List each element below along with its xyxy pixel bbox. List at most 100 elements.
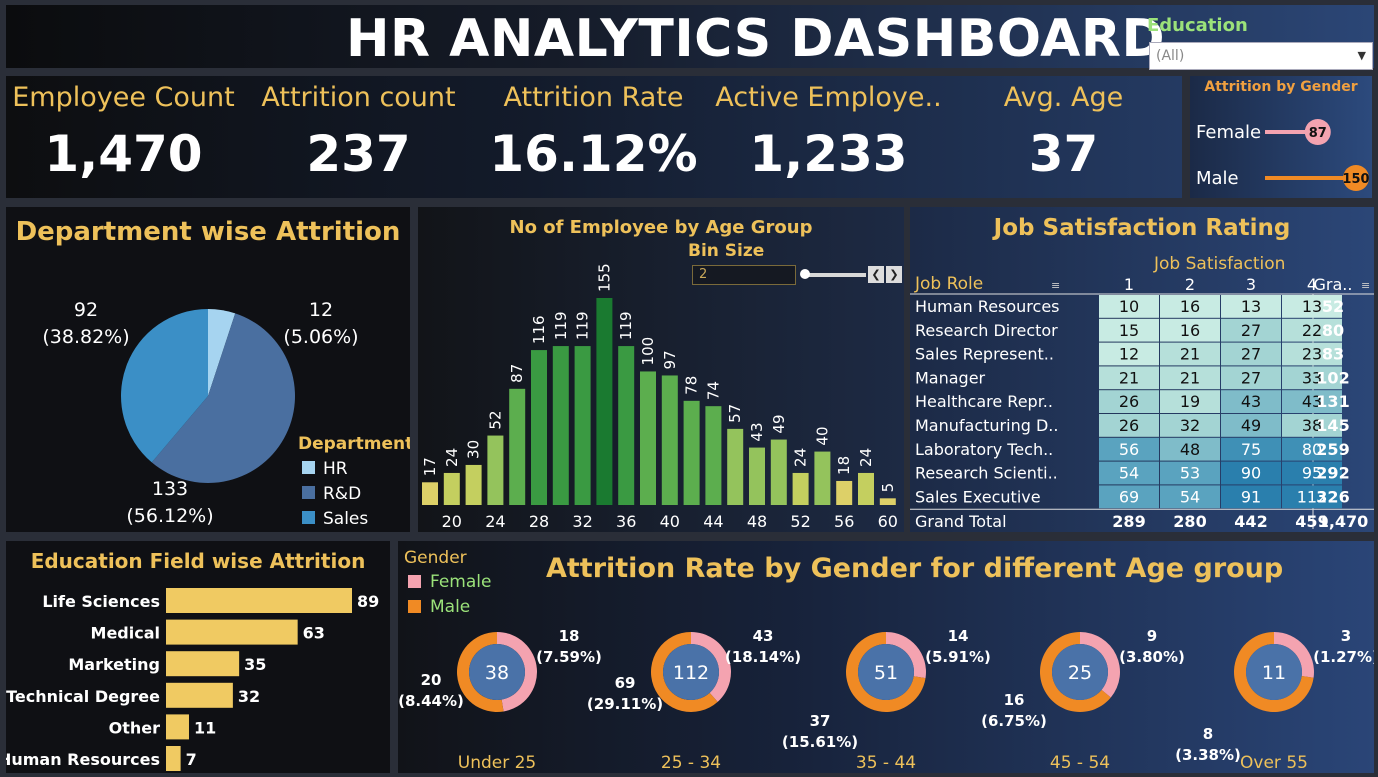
chevron-down-icon[interactable]: ▼: [1357, 49, 1366, 62]
bin-size-slider[interactable]: [802, 273, 866, 277]
heatmap-value: 21: [1180, 368, 1200, 387]
heatmap-cell: [1160, 437, 1220, 461]
heatmap-cell: [1282, 437, 1342, 461]
donut-male-segment: [651, 632, 718, 712]
age-tick-label: 36: [616, 512, 636, 531]
male-count-label: 8: [1203, 725, 1213, 743]
legend-title: Department: [298, 434, 410, 454]
heatmap-value: 49: [1241, 416, 1261, 435]
age-tick-label: 44: [703, 512, 723, 531]
gender-label: Female: [1196, 122, 1261, 143]
heatmap-value: 112: [1297, 487, 1328, 506]
age-tick-label: 40: [660, 512, 680, 531]
heatmap-cell: [1160, 414, 1220, 437]
age-tick-label: 52: [790, 512, 810, 531]
row-total: 80: [1322, 321, 1344, 340]
age-gender-panel: Attrition Rate by Gender for different A…: [398, 541, 1374, 773]
male-count-label: 20: [421, 671, 442, 689]
job-role-label: Laboratory Tech..: [915, 440, 1053, 459]
grand-total-value: 459: [1295, 512, 1328, 531]
donut-female-segment: [1080, 632, 1120, 698]
gender-lollipop-chart[interactable]: Female 87 Male 150: [1190, 76, 1372, 198]
heatmap-cell: [1282, 342, 1342, 366]
slider-handle[interactable]: [800, 269, 810, 279]
age-bar: [705, 406, 722, 505]
grand-total-overall: 1,470: [1318, 512, 1369, 531]
education-field-bar: [166, 682, 233, 708]
age-tick-label: 20: [442, 512, 462, 531]
row-total: 102: [1316, 368, 1349, 387]
heatmap-value: 33: [1302, 368, 1322, 387]
age-bar-label: 74: [704, 381, 722, 400]
heatmap-value: 13: [1241, 297, 1261, 316]
grand-total-value: 280: [1173, 512, 1206, 531]
heatmap-cell: [1282, 461, 1342, 485]
education-field-label: Life Sciences: [42, 592, 160, 611]
sort-icon: ≡: [1051, 279, 1060, 292]
female-count-label: 18: [559, 627, 580, 645]
legend-label: R&D: [323, 484, 361, 504]
pie-value-label: 133: [152, 478, 188, 500]
male-percent-label: (29.11%): [587, 695, 663, 713]
heatmap-value: 48: [1180, 440, 1200, 459]
chevron-right-icon[interactable]: ❯: [886, 266, 902, 283]
age-bar: [574, 346, 591, 505]
age-group-label: 45 - 54: [1050, 753, 1110, 773]
panel-title: Job Satisfaction Rating: [993, 215, 1291, 241]
dashboard-header: HR ANALYTICS DASHBOARD Education (All) ▼: [6, 5, 1374, 70]
kpi-value: 237: [306, 125, 411, 183]
row-header-label: Job Role: [915, 274, 984, 294]
heatmap-value: 27: [1241, 321, 1261, 340]
donut-male-segment: [457, 632, 504, 712]
department-pie-chart[interactable]: 12(5.06%)133(56.12%)92(38.82%)Department…: [6, 207, 410, 532]
age-bar: [509, 388, 526, 505]
heatmap-cell: [1099, 366, 1159, 390]
education-field-bar-chart[interactable]: Life Sciences 89 Medical 63 Marketing 35 Techn…: [6, 541, 390, 773]
heatmap-cell: [1160, 342, 1220, 366]
legend-swatch: [302, 486, 315, 499]
female-percent-label: (18.14%): [725, 648, 801, 666]
age-bar: [531, 350, 547, 505]
heatmap-value: 27: [1241, 368, 1261, 387]
heatmap-cell: [1221, 366, 1281, 390]
column-header: 4: [1307, 275, 1317, 294]
bin-size-label: Bin Size: [688, 241, 765, 261]
age-bar-label: 43: [748, 422, 766, 441]
age-bar: [770, 439, 787, 505]
age-bar-label: 57: [726, 404, 744, 423]
donut-total: 38: [485, 662, 509, 684]
age-bar: [640, 371, 656, 505]
heatmap-cell: [1282, 390, 1342, 413]
education-filter-dropdown[interactable]: (All) ▼: [1149, 42, 1373, 70]
chevron-left-icon[interactable]: ❮: [868, 266, 884, 283]
age-bar: [814, 451, 831, 505]
age-bar: [727, 428, 744, 505]
age-bar-label: 87: [508, 364, 526, 383]
age-bar: [552, 346, 569, 505]
job-role-label: Research Director: [915, 321, 1058, 340]
grand-total-value: 442: [1234, 512, 1267, 531]
education-field-value: 89: [357, 592, 379, 611]
kpi-active-employees: Active Employe.. 1,233: [711, 76, 946, 183]
grand-total-value: 289: [1112, 512, 1145, 531]
legend-swatch: [302, 461, 315, 474]
age-bar: [683, 400, 700, 505]
heatmap-cell: [1099, 437, 1159, 461]
row-total: 52: [1322, 297, 1344, 316]
age-bar-label: 30: [465, 440, 483, 459]
donut-female-segment: [691, 632, 731, 702]
male-percent-label: (8.44%): [398, 692, 464, 710]
heatmap-cell: [1160, 366, 1220, 390]
heatmap-cell: [1221, 295, 1281, 318]
donut-female-segment: [886, 632, 926, 679]
age-bar-label: 49: [770, 414, 788, 433]
legend-label-male: Male: [430, 597, 471, 617]
heatmap-cell: [1160, 485, 1220, 509]
gender-label: Male: [1196, 168, 1239, 189]
donut-center: [1052, 644, 1108, 700]
bin-size-input[interactable]: 2: [692, 265, 796, 285]
column-header: 3: [1246, 275, 1256, 294]
